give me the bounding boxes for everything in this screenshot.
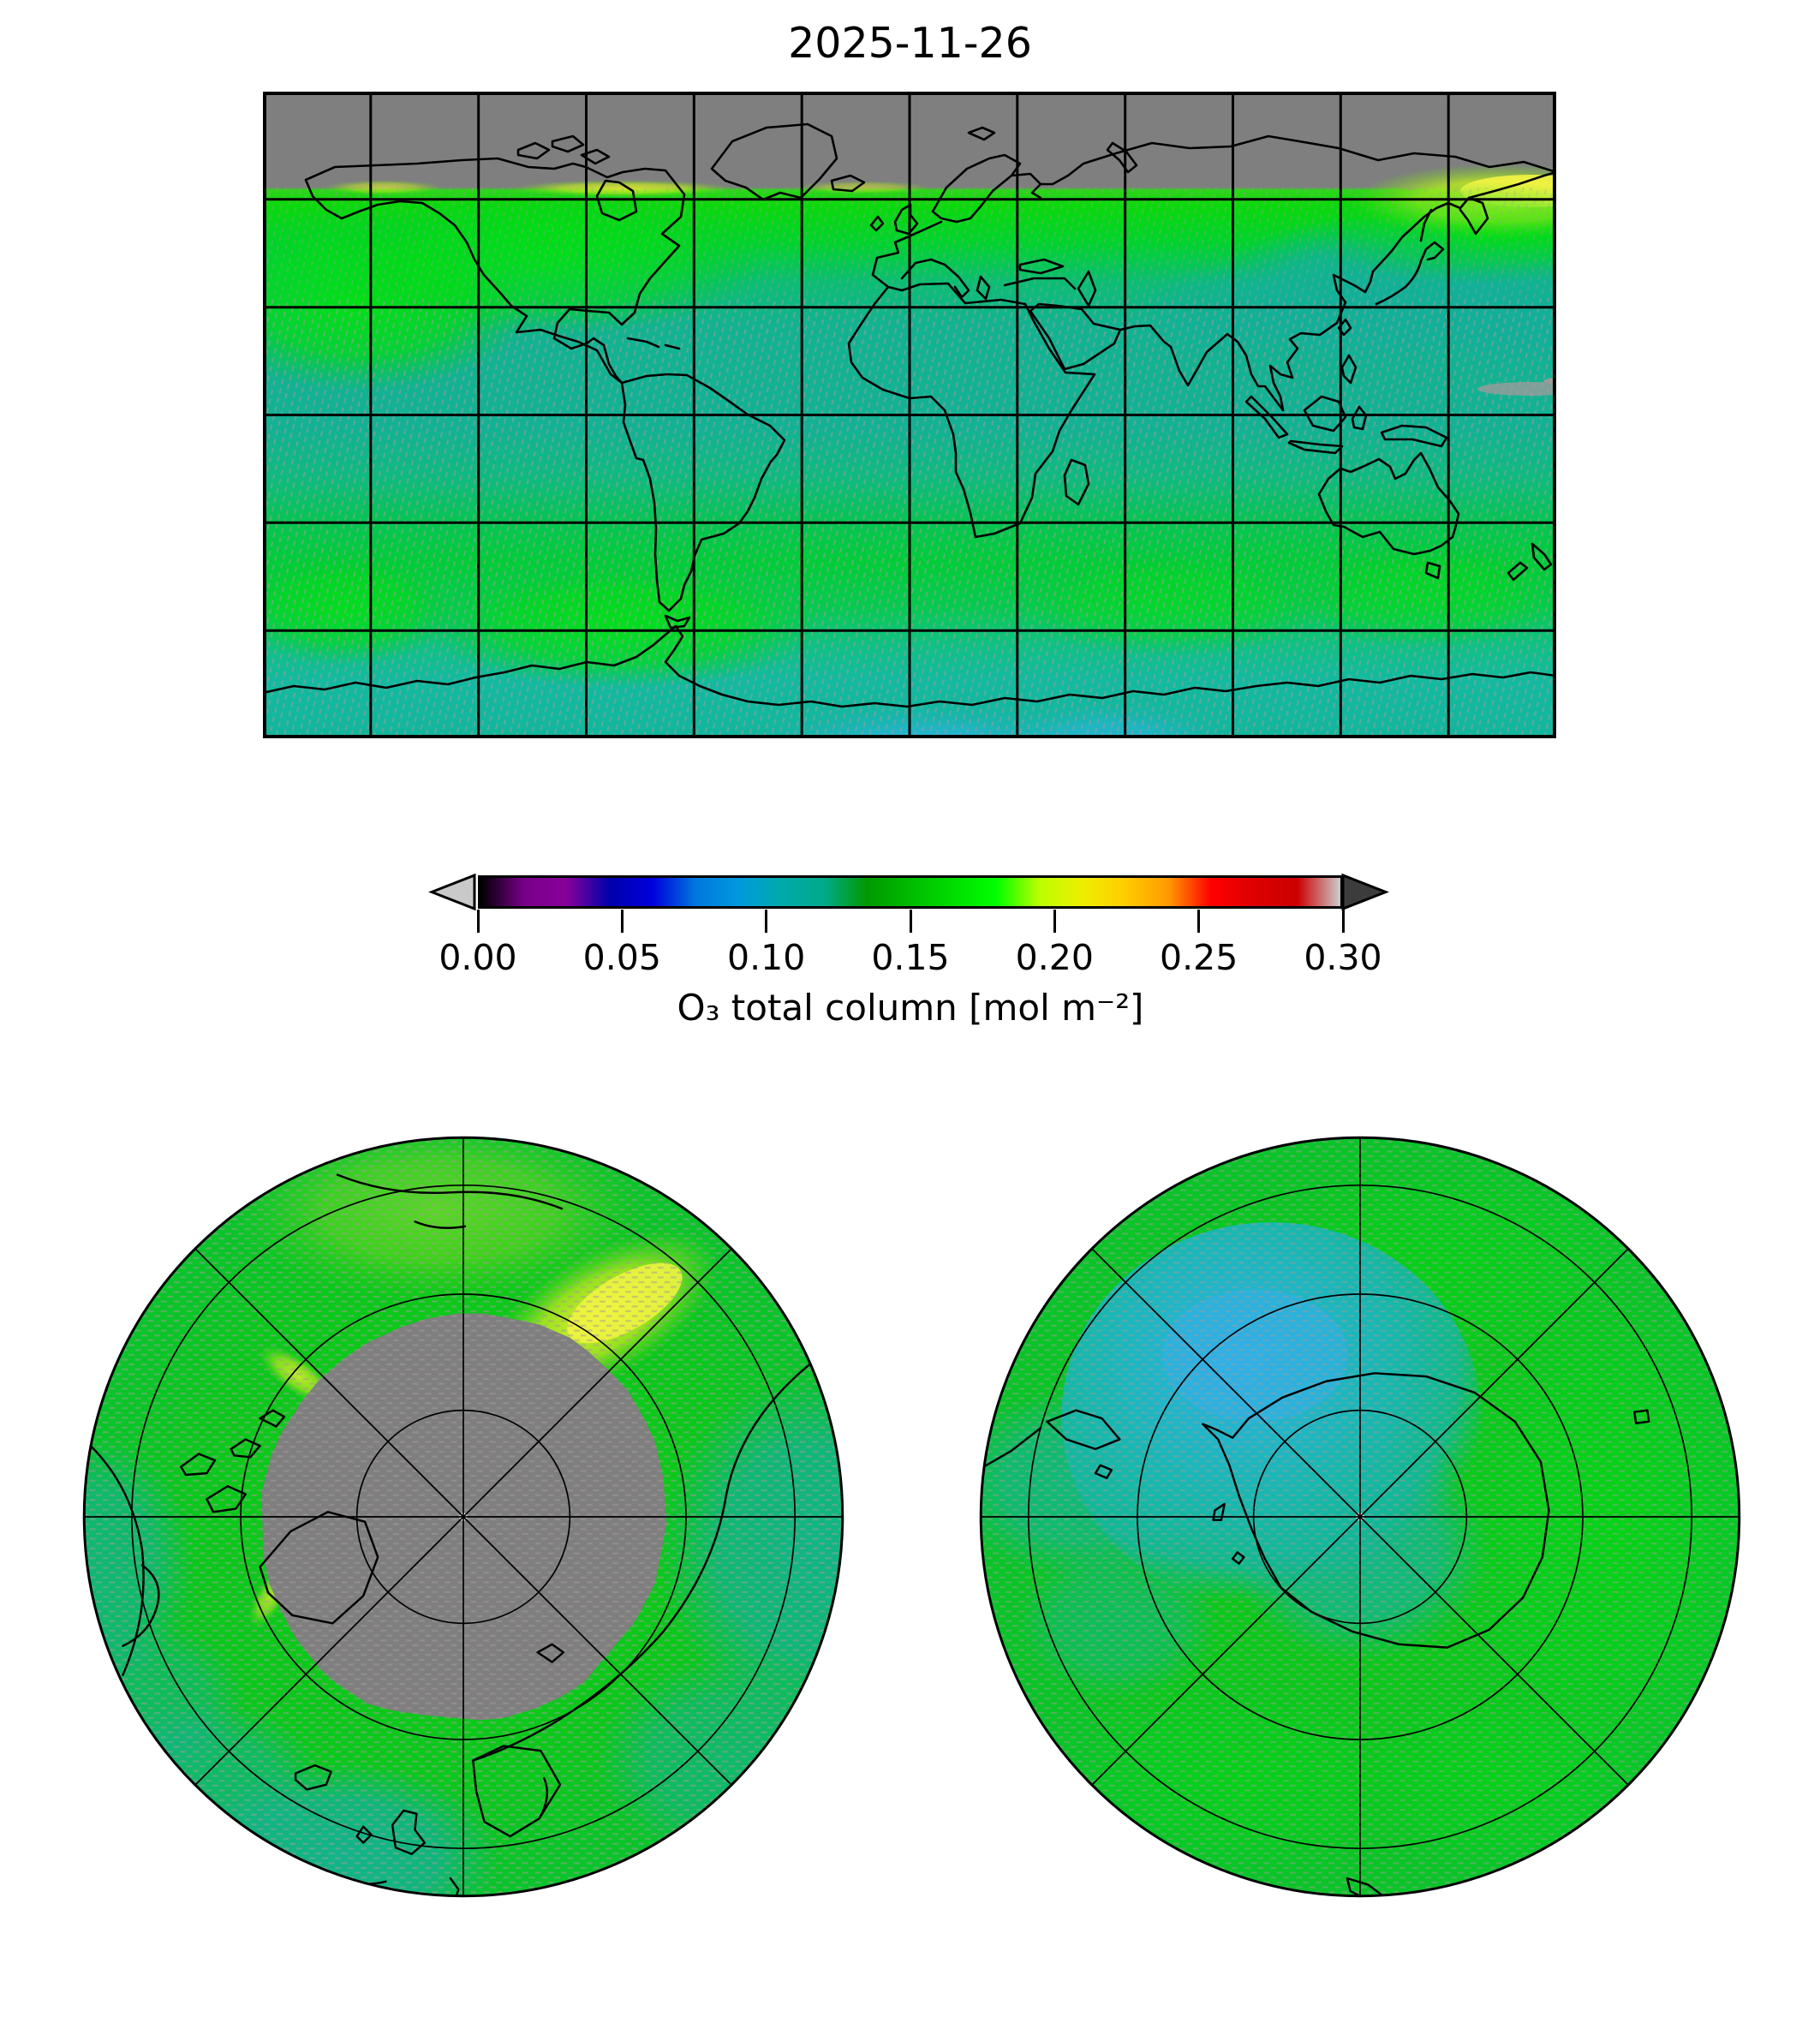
colorbar-tick-0: [476, 910, 480, 933]
world-map-svg: [263, 92, 1556, 738]
colorbar-tick-label-5: 0.25: [1160, 937, 1238, 978]
colorbar-axis-label: O₃ total column [mol m⁻²]: [677, 987, 1144, 1029]
figure-title: 2025-11-26: [788, 19, 1032, 68]
colorbar-tick-label-0: 0.00: [439, 937, 517, 978]
coastlines-layer: [263, 122, 1556, 708]
colorbar-under-arrow: [428, 873, 476, 911]
colorbar-tick-5: [1197, 910, 1201, 933]
colorbar-tick-label-1: 0.05: [582, 937, 661, 978]
colorbar-tick-label-3: 0.15: [871, 937, 950, 978]
colorbar-over-arrow: [1341, 873, 1389, 911]
south-graticule: [981, 1137, 1739, 1896]
map-frame: [263, 92, 1556, 738]
north-polar-svg: [82, 1136, 844, 1898]
colorbar-tick-4: [1053, 910, 1056, 933]
north-graticule: [84, 1137, 843, 1896]
colorbar-tick-label-6: 0.30: [1304, 937, 1382, 978]
south-polar-svg: [979, 1136, 1741, 1898]
colorbar-tick-3: [909, 910, 912, 933]
north-panel-border: [82, 1136, 844, 1898]
colorbar-tick-6: [1341, 910, 1345, 933]
world-map-panel: [263, 92, 1556, 738]
colorbar-tick-label-2: 0.10: [727, 937, 806, 978]
colorbar-tick-label-4: 0.20: [1015, 937, 1094, 978]
south-polar-panel: [957, 1113, 1763, 1920]
south-panel-border: [979, 1136, 1741, 1898]
colorbar-gradient: [478, 875, 1343, 909]
graticule-layer: [263, 92, 1556, 738]
antarctica-coastline: [1202, 1372, 1550, 1649]
north-polar-panel: [60, 1113, 867, 1920]
colorbar-tick-1: [620, 910, 624, 933]
colorbar-tick-2: [765, 910, 768, 933]
